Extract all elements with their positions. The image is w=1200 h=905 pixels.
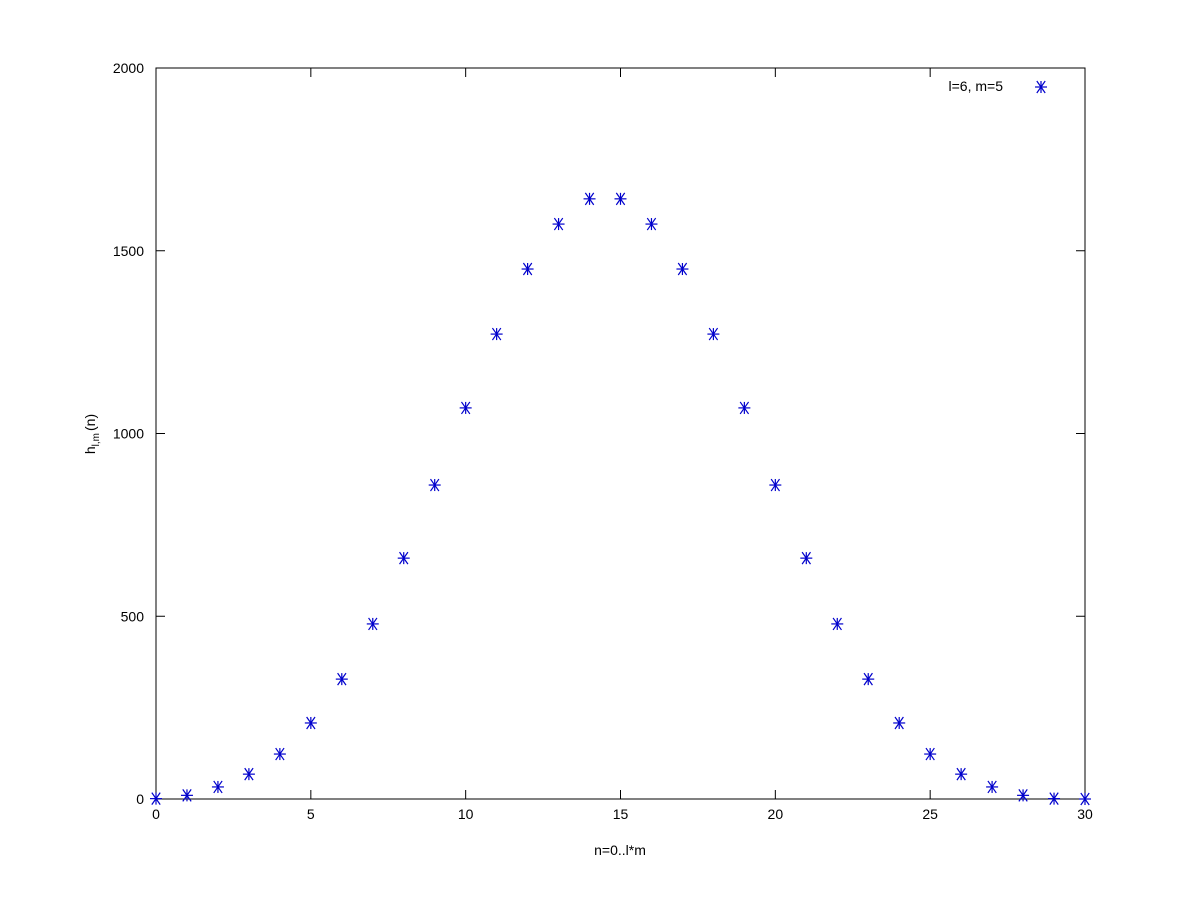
data-point [583,192,596,206]
y-tick-label: 500 [121,608,145,624]
data-point [428,478,441,492]
y-axis-label: hl,m(n) [82,414,102,454]
x-tick-label: 10 [458,806,474,822]
data-point [521,262,534,276]
data-point [645,217,658,231]
axis-ticks: 0 5 10 15 20 25 30 0 500 1000 1500 2000 [113,60,1093,822]
legend-label: l=6, m=5 [949,78,1004,94]
data-point [304,716,317,730]
data-point [893,716,906,730]
y-tick-label: 1500 [113,243,144,259]
plot-frame [155,67,1086,800]
y-tick-label: 2000 [113,60,144,76]
data-point [273,747,286,761]
data-point [986,780,999,794]
data-point [397,551,410,565]
data-point [242,767,255,781]
data-point [1017,789,1030,802]
data-point [955,767,968,781]
data-points [150,192,1091,806]
y-tick-label: 1000 [113,426,144,442]
y-tick-label: 0 [136,791,144,807]
x-tick-label: 20 [768,806,784,822]
legend-marker [1035,80,1047,94]
data-point [150,792,162,805]
x-tick-label: 5 [307,806,315,822]
data-point [459,401,472,415]
legend: l=6, m=5 [949,78,1047,94]
x-tick-label: 30 [1077,806,1093,822]
data-point [738,401,751,415]
data-point [490,327,503,341]
x-tick-label: 25 [922,806,938,822]
data-point [800,551,813,565]
data-point [552,217,565,231]
data-point [707,327,720,341]
data-point [924,747,937,761]
legend-asterisk-icon [1035,80,1047,94]
data-point [366,617,379,631]
data-point [180,789,193,802]
data-point [614,192,627,206]
data-point [769,478,782,492]
x-tick-label: 15 [613,806,629,822]
data-point [1048,792,1061,805]
data-point [1079,792,1091,806]
data-point [335,672,348,686]
x-tick-label: 0 [152,806,160,822]
data-point [862,672,875,686]
data-point [831,617,844,631]
data-point [676,262,689,276]
x-axis-label: n=0..l*m [594,842,646,858]
data-point [211,780,224,794]
